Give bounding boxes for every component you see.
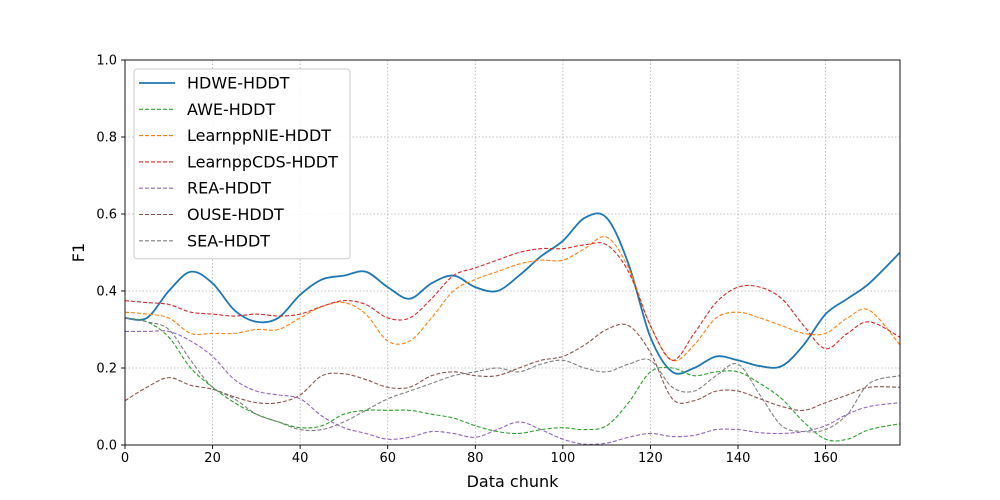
series-line-ouse-hddt [125, 323, 900, 411]
axis-ticks: 0 20 40 60 80 100 120 140 160 0.0 0.2 0.4 0.6 0.8 1.0 [96, 54, 838, 467]
legend-label-sea-hddt: SEA-HDDT [187, 231, 270, 250]
legend: HDWE-HDDT AWE-HDDT LearnppNIE-HDDT LearnppC… [133, 68, 351, 260]
x-tick-label: 40 [292, 451, 309, 466]
x-tick-label: 0 [121, 451, 129, 466]
legend-label-ouse-hddt: OUSE-HDDT [187, 205, 284, 224]
x-tick-label: 20 [204, 451, 221, 466]
x-axis-label: Data chunk [467, 472, 560, 491]
x-tick-label: 100 [550, 451, 575, 466]
series-line-learnppnie-hddt [125, 235, 900, 362]
axes-frame [124, 59, 901, 446]
series-line-awe-hddt [125, 317, 900, 442]
x-tick-label: 160 [813, 451, 838, 466]
series-line-sea-hddt [125, 317, 900, 433]
series-line-learnppcds-hddt [125, 242, 900, 361]
y-axis-label: F1 [69, 243, 88, 262]
x-tick-label: 80 [467, 451, 484, 466]
x-tick-label: 120 [638, 451, 663, 466]
legend-label-hdwe-hddt: HDWE-HDDT [187, 74, 290, 93]
legend-label-learnppcds-hddt: LearnppCDS-HDDT [187, 152, 338, 171]
y-tick-label: 0.4 [96, 285, 117, 300]
series-line-rea-hddt [125, 330, 900, 445]
y-tick-label: 0.6 [96, 208, 117, 223]
y-tick-label: 0.0 [96, 439, 117, 454]
x-tick-label: 140 [726, 451, 751, 466]
legend-label-rea-hddt: REA-HDDT [187, 179, 271, 198]
legend-box [133, 68, 351, 260]
y-tick-label: 0.8 [96, 131, 117, 146]
y-tick-label: 0.2 [96, 362, 117, 377]
legend-label-awe-hddt: AWE-HDDT [187, 100, 275, 119]
legend-label-learnppnie-hddt: LearnppNIE-HDDT [187, 126, 331, 145]
series-lines [125, 212, 900, 445]
plot-frame [124, 59, 901, 446]
x-tick-label: 60 [379, 451, 396, 466]
y-tick-label: 1.0 [96, 54, 117, 69]
series-line-hdwe-hddt [125, 212, 900, 375]
